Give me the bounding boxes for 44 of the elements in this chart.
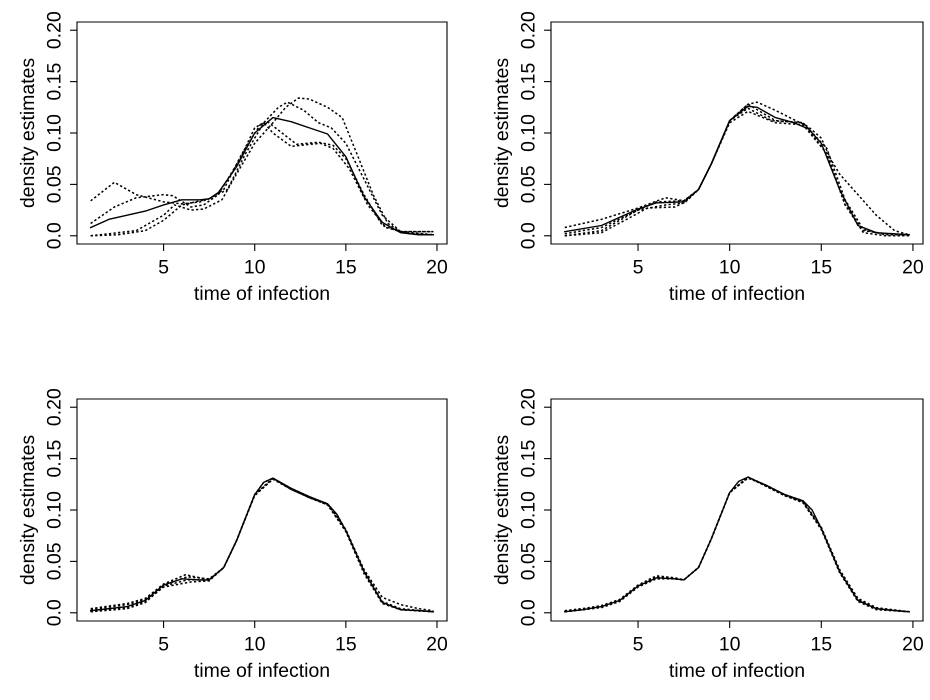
y-tick-label: 0.10 <box>520 114 535 152</box>
y-tick-label: 0.05 <box>520 166 535 203</box>
y-tick-label: 0.10 <box>46 114 61 152</box>
y-tick-label: 0.20 <box>520 389 535 426</box>
y-tick-label: 0.05 <box>520 543 535 580</box>
y-tick-label: 0.05 <box>46 543 61 580</box>
x-tick-label: 5 <box>158 260 168 274</box>
y-tick-label: 0.20 <box>520 12 535 48</box>
y-tick-label: 0.05 <box>46 166 61 203</box>
x-tick-label: 20 <box>427 636 448 651</box>
x-tick-label: 15 <box>336 636 356 651</box>
y-axis-title: density estimates <box>20 58 38 208</box>
x-tick-label: 20 <box>427 260 448 274</box>
y-axis-title: density estimates <box>494 436 512 584</box>
y-tick-label: 0.0 <box>520 600 535 626</box>
x-tick-label: 20 <box>903 260 923 274</box>
x-tick-label: 15 <box>812 636 832 651</box>
y-tick-label: 0.15 <box>520 440 535 477</box>
x-tick-label: 5 <box>633 636 643 651</box>
y-tick-label: 0.15 <box>46 440 61 477</box>
x-axis-title: time of infection <box>194 286 329 300</box>
x-axis-title: time of infection <box>194 662 329 678</box>
y-axis-title: density estimates <box>494 58 512 208</box>
y-tick-label: 0.15 <box>520 64 535 100</box>
x-axis-title: time of infection <box>669 286 804 300</box>
x-tick-label: 15 <box>336 260 356 274</box>
y-tick-label: 0.20 <box>46 12 61 48</box>
x-tick-label: 20 <box>903 636 923 651</box>
x-tick-label: 5 <box>633 260 643 274</box>
x-axis-title: time of infection <box>669 662 804 678</box>
x-tick-label: 15 <box>812 260 832 274</box>
x-tick-label: 10 <box>245 636 265 651</box>
x-tick-label: 10 <box>720 260 740 274</box>
y-tick-label: 0.10 <box>46 492 61 528</box>
y-tick-label: 0.0 <box>46 600 61 626</box>
y-tick-label: 0.0 <box>46 223 61 249</box>
x-tick-label: 10 <box>245 260 265 274</box>
x-tick-label: 5 <box>158 636 168 651</box>
y-axis-title: density estimates <box>20 436 38 584</box>
y-tick-label: 0.20 <box>46 389 61 426</box>
y-tick-label: 0.0 <box>520 223 535 249</box>
x-tick-label: 10 <box>720 636 740 651</box>
y-tick-label: 0.10 <box>520 492 535 528</box>
y-tick-label: 0.15 <box>46 64 61 100</box>
